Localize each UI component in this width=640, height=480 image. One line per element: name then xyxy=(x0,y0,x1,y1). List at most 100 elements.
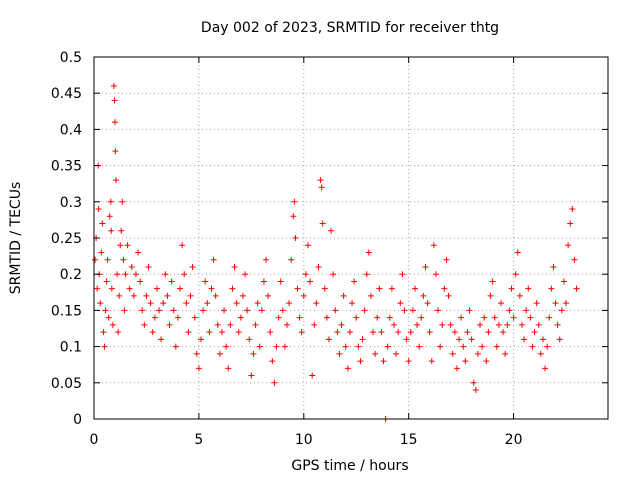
data-point xyxy=(106,213,113,220)
data-point xyxy=(318,184,325,191)
data-point xyxy=(170,307,177,314)
data-point xyxy=(376,285,383,292)
data-point xyxy=(139,307,146,314)
data-point xyxy=(256,343,263,350)
x-tick-label: 20 xyxy=(505,432,523,448)
data-point xyxy=(108,285,115,292)
data-point xyxy=(258,307,265,314)
data-point xyxy=(177,285,184,292)
y-tick-label: 0.5 xyxy=(60,50,82,66)
data-point xyxy=(101,343,108,350)
data-point xyxy=(470,379,477,386)
x-tick-labels: 0 5 10 15 20 xyxy=(90,432,523,448)
data-point xyxy=(275,314,282,321)
data-point xyxy=(116,292,123,299)
x-tick-label: 5 xyxy=(194,432,203,448)
data-point xyxy=(151,314,158,321)
data-point xyxy=(435,307,442,314)
data-point xyxy=(239,292,246,299)
data-point xyxy=(552,300,559,307)
data-point xyxy=(104,256,111,263)
data-point xyxy=(195,365,202,372)
data-point xyxy=(113,177,120,184)
data-point xyxy=(281,343,288,350)
data-point xyxy=(218,329,225,336)
y-tick-label: 0.25 xyxy=(51,231,82,247)
data-point xyxy=(386,314,393,321)
data-point xyxy=(120,256,127,263)
data-point xyxy=(370,329,377,336)
data-point xyxy=(273,343,280,350)
data-point xyxy=(250,350,257,357)
data-point xyxy=(556,336,563,343)
data-point xyxy=(451,329,458,336)
data-point xyxy=(424,300,431,307)
data-point xyxy=(338,321,345,328)
data-point xyxy=(393,350,400,357)
data-point xyxy=(319,220,326,227)
chart-title: Day 002 of 2023, SRMTID for receiver tht… xyxy=(201,20,499,36)
data-point xyxy=(164,292,171,299)
data-point xyxy=(244,307,251,314)
data-point xyxy=(235,329,242,336)
data-point xyxy=(563,300,570,307)
data-point xyxy=(342,343,349,350)
y-tick-label: 0.3 xyxy=(60,195,82,211)
data-point xyxy=(118,227,125,234)
y-tick-label: 0.1 xyxy=(60,340,82,356)
data-point xyxy=(332,307,339,314)
data-point xyxy=(325,336,332,343)
data-point xyxy=(409,307,416,314)
data-point xyxy=(464,329,471,336)
data-point xyxy=(248,372,255,379)
data-point xyxy=(491,314,498,321)
data-point xyxy=(460,343,467,350)
data-point xyxy=(210,256,217,263)
data-point xyxy=(483,358,490,365)
data-point xyxy=(158,336,165,343)
y-tick-label: 0 xyxy=(73,412,82,428)
data-point xyxy=(399,271,406,278)
data-point xyxy=(288,256,295,263)
data-point xyxy=(430,242,437,249)
data-point xyxy=(246,336,253,343)
data-point xyxy=(485,329,492,336)
data-point xyxy=(223,343,230,350)
data-point xyxy=(432,271,439,278)
x-axis-label: GPS time / hours xyxy=(291,458,408,474)
data-point xyxy=(334,329,341,336)
data-point xyxy=(117,242,124,249)
data-point xyxy=(290,213,297,220)
data-point xyxy=(405,358,412,365)
data-point xyxy=(380,358,387,365)
data-point xyxy=(447,321,454,328)
data-point xyxy=(156,307,163,314)
data-point xyxy=(403,336,410,343)
data-point xyxy=(372,350,379,357)
data-point xyxy=(537,350,544,357)
data-point xyxy=(108,227,115,234)
data-point xyxy=(254,300,261,307)
data-point xyxy=(145,263,152,270)
data-point xyxy=(525,285,532,292)
data-point xyxy=(391,321,398,328)
data-point xyxy=(291,198,298,205)
data-point xyxy=(200,307,207,314)
data-point xyxy=(357,358,364,365)
data-point xyxy=(527,314,534,321)
data-point xyxy=(351,278,358,285)
data-point xyxy=(560,278,567,285)
data-point xyxy=(445,292,452,299)
data-point xyxy=(99,220,106,227)
data-point xyxy=(107,198,114,205)
data-point xyxy=(516,292,523,299)
data-point xyxy=(94,285,101,292)
data-point xyxy=(571,256,578,263)
data-point xyxy=(252,321,259,328)
data-point xyxy=(233,300,240,307)
data-point xyxy=(313,300,320,307)
data-point xyxy=(137,278,144,285)
x-tick-label: 10 xyxy=(295,432,313,448)
data-point xyxy=(548,285,555,292)
data-point xyxy=(227,321,234,328)
